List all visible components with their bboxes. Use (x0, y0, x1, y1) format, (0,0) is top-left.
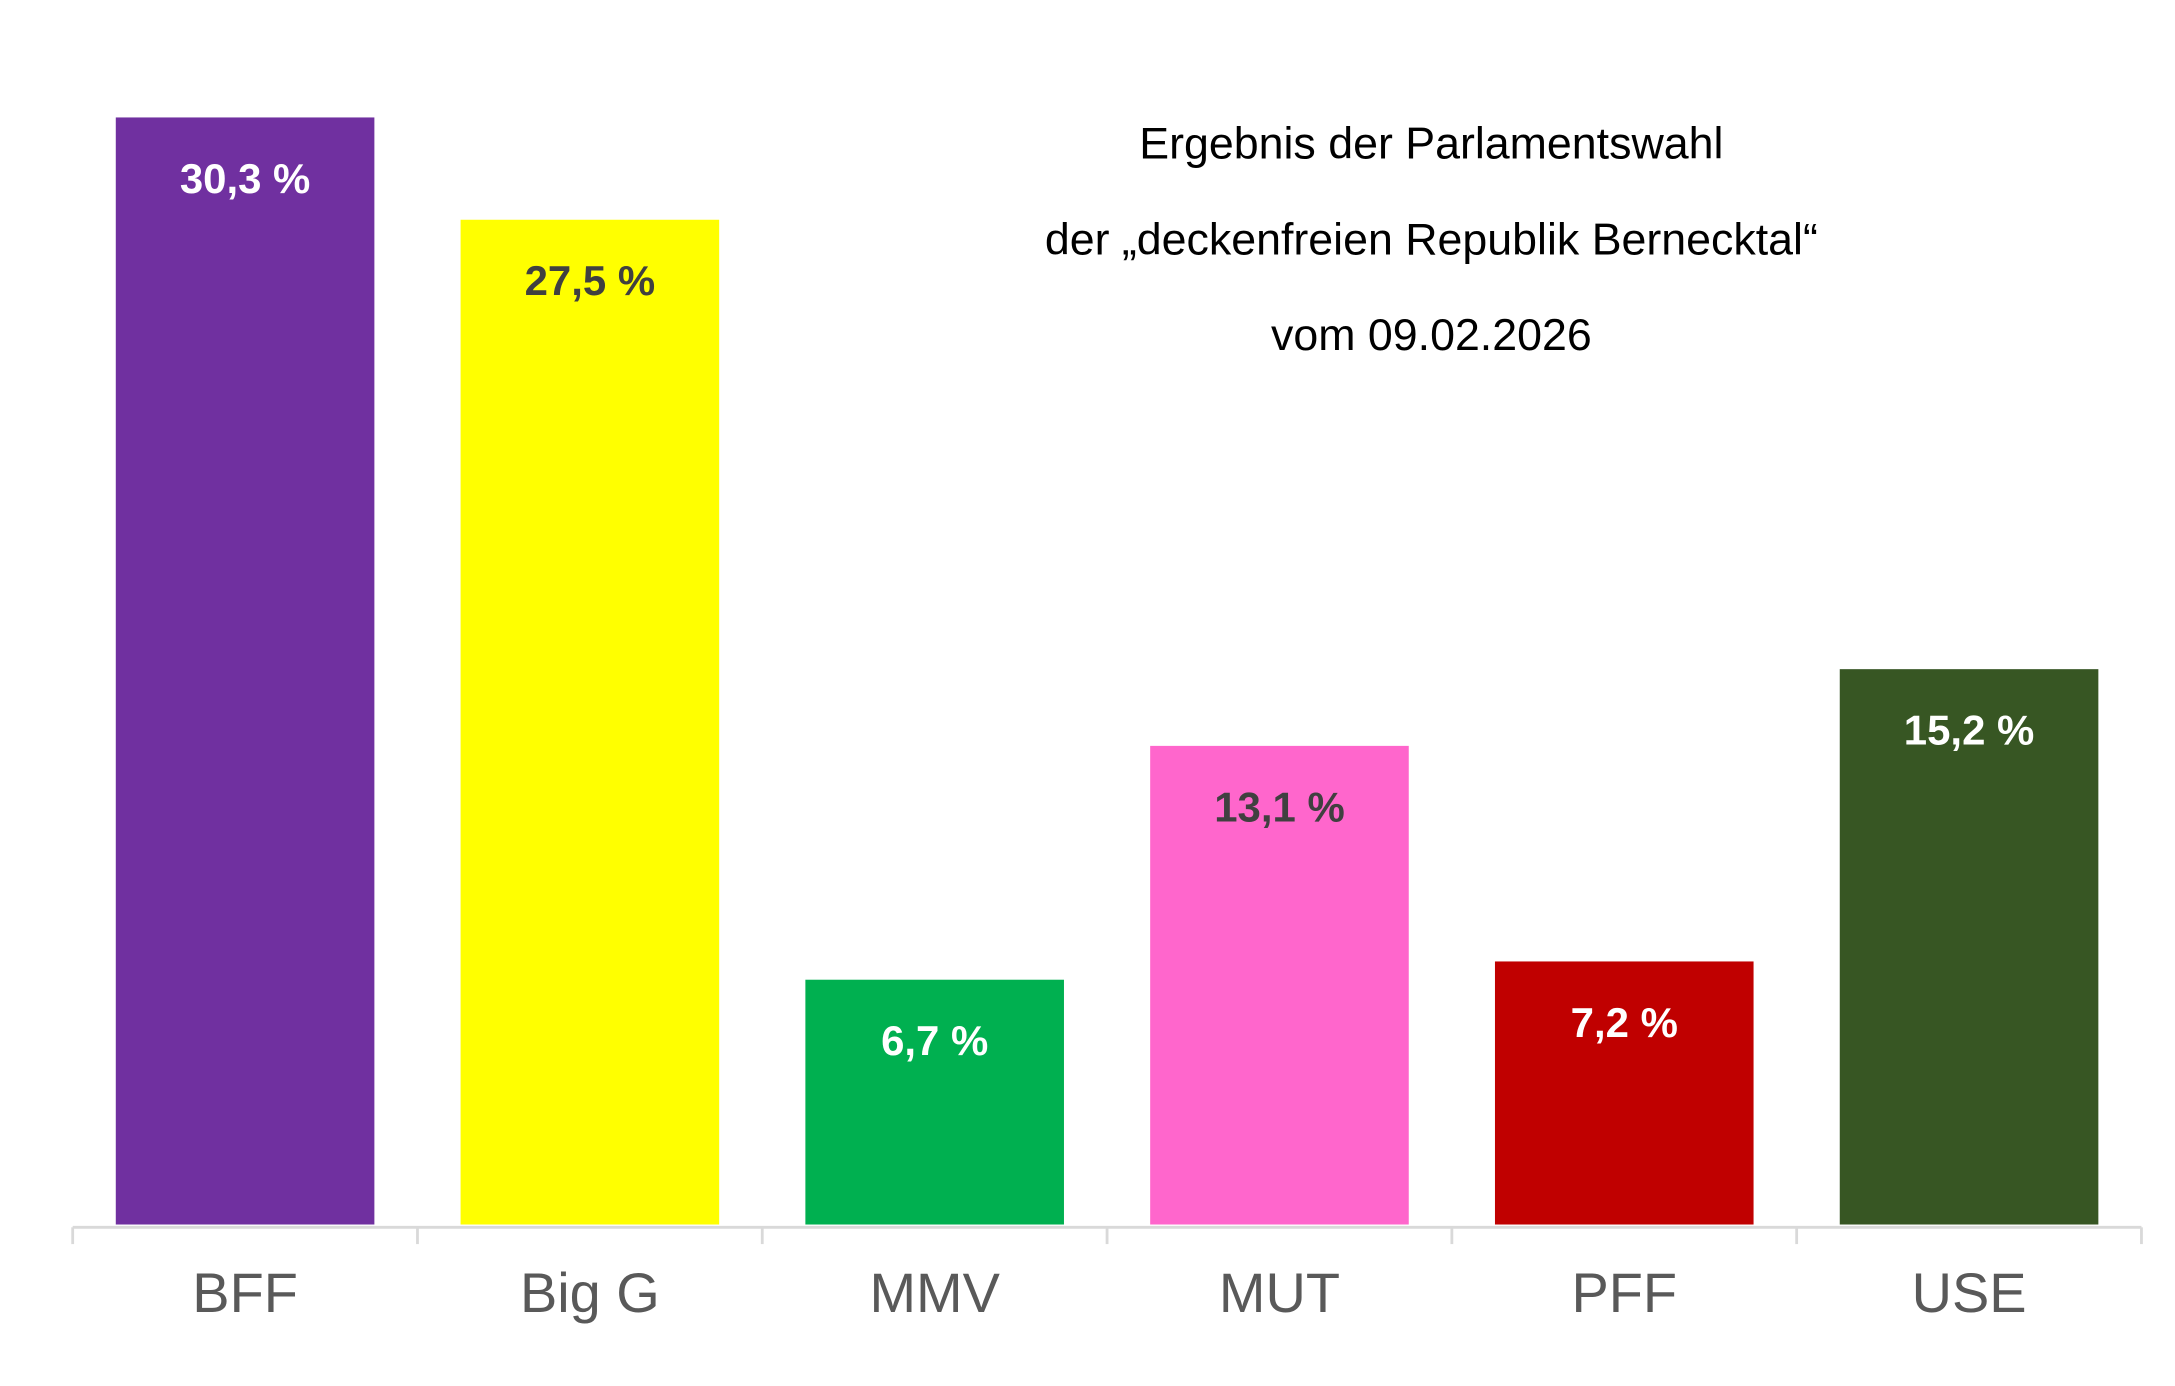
x-tick-label: Big G (520, 1261, 660, 1324)
bar (115, 117, 375, 1225)
x-tick-label: MUT (1219, 1261, 1340, 1324)
value-label: 27,5 % (525, 257, 656, 304)
value-label: 6,7 % (881, 1017, 988, 1064)
x-tick-label: USE (1912, 1261, 2027, 1324)
bar (1839, 669, 2099, 1225)
value-label: 30,3 % (180, 155, 311, 202)
x-tick-label: MMV (869, 1261, 1000, 1324)
value-label: 13,1 % (1214, 783, 1345, 830)
bar (460, 219, 720, 1225)
chart-title: der „deckenfreien Republik Bernecktal“ (1045, 215, 1818, 264)
bar (1494, 961, 1754, 1225)
x-tick-label: BFF (192, 1261, 298, 1324)
x-tick-label: PFF (1571, 1261, 1677, 1324)
chart-title: vom 09.02.2026 (1271, 311, 1592, 360)
bar (1150, 745, 1409, 1225)
value-label: 7,2 % (1571, 999, 1678, 1046)
value-label: 15,2 % (1904, 707, 2035, 754)
chart-title: Ergebnis der Parlamentswahl (1139, 120, 1723, 169)
bar (805, 979, 1064, 1225)
